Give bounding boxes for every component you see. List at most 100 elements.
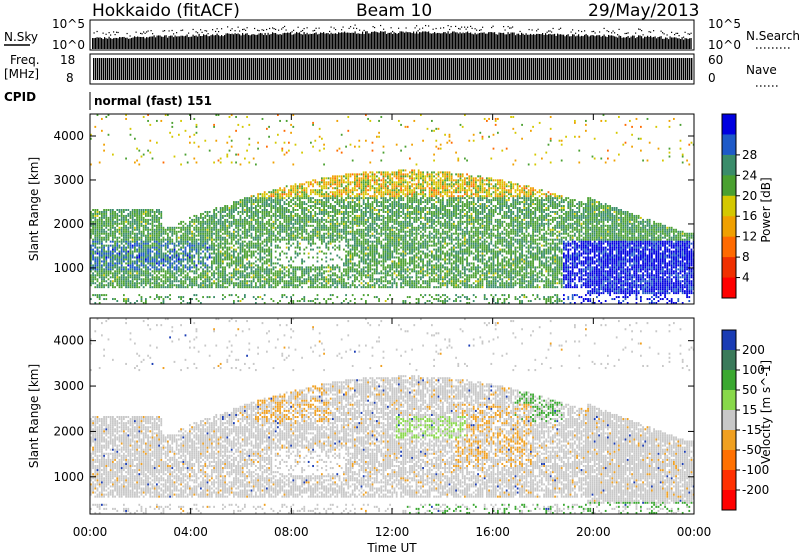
power-cell <box>343 191 345 194</box>
power-cell <box>340 201 343 204</box>
power-cell <box>98 254 101 257</box>
power-cell <box>120 248 123 251</box>
power-cell <box>292 268 295 271</box>
noise-search-dot <box>348 27 350 30</box>
power-cell <box>323 270 325 273</box>
power-cell <box>323 224 325 227</box>
power-cell <box>261 246 264 249</box>
power-cell <box>118 278 121 281</box>
power-cell <box>127 274 130 277</box>
power-cell <box>303 224 306 227</box>
power-cell <box>173 242 176 245</box>
power-cell <box>226 153 229 156</box>
power-cell <box>125 220 127 223</box>
power-cell <box>329 203 332 206</box>
power-cell <box>160 214 163 217</box>
power-cell <box>255 209 257 211</box>
power-cell <box>206 274 209 277</box>
noise-bar <box>464 33 466 49</box>
noise-bar <box>638 35 640 49</box>
power-cell <box>274 280 277 283</box>
power-cell <box>334 238 336 241</box>
power-cell <box>246 254 248 257</box>
freq-bar <box>251 58 253 80</box>
power-cell <box>169 248 171 251</box>
power-cell <box>164 280 167 283</box>
power-cell <box>310 280 312 283</box>
power-cell <box>329 222 332 225</box>
power-cell <box>285 274 288 277</box>
power-cell <box>171 258 174 261</box>
power-cell <box>217 258 220 261</box>
noise-bar <box>473 34 475 49</box>
power-cell <box>343 284 345 287</box>
power-cell <box>156 246 158 249</box>
noise-search-dot <box>510 27 512 29</box>
power-cell <box>316 189 319 192</box>
power-cell <box>94 234 97 237</box>
power-cell <box>329 214 332 217</box>
power-cell <box>336 218 339 221</box>
noise-bar <box>260 32 262 49</box>
noise-bar <box>647 35 649 49</box>
power-cell <box>255 199 257 202</box>
power-cell <box>288 248 290 251</box>
noise-search-dot <box>608 31 610 33</box>
power-cell <box>219 262 222 265</box>
noise-bar <box>447 31 449 49</box>
freq-bar <box>641 58 643 80</box>
power-cell <box>213 222 215 225</box>
freq-bar <box>651 58 653 80</box>
power-cell <box>156 220 158 223</box>
power-cell <box>222 294 224 297</box>
power-cell <box>248 228 251 231</box>
power-cell <box>109 214 112 217</box>
noise-bar <box>294 33 296 49</box>
noise-bar <box>621 37 623 49</box>
power-cell <box>268 220 270 223</box>
power-cell <box>246 282 248 285</box>
power-cell <box>241 284 244 287</box>
power-cell <box>301 193 303 196</box>
power-cell <box>127 276 130 279</box>
power-cell <box>92 226 94 229</box>
power-cell <box>318 135 321 138</box>
power-cell <box>96 220 99 223</box>
power-cell <box>261 228 264 231</box>
noise-search-dot <box>206 30 208 32</box>
power-cell <box>129 216 132 219</box>
power-cell <box>180 262 182 265</box>
power-cell <box>109 228 112 231</box>
power-cell <box>237 240 240 243</box>
freq-bar <box>189 58 191 80</box>
power-cell <box>314 201 317 204</box>
noise-search-dot <box>293 29 295 31</box>
power-cell <box>252 218 255 221</box>
power-cell <box>294 189 297 192</box>
power-cell <box>145 228 147 231</box>
power-cell <box>162 260 165 263</box>
power-cell <box>252 278 255 281</box>
noise-search-dot <box>284 25 286 28</box>
freq-bar <box>603 58 605 80</box>
power-cell <box>323 193 325 196</box>
power-cell <box>329 234 332 237</box>
power-cell <box>136 258 138 261</box>
power-cell <box>193 238 196 241</box>
power-cell <box>158 222 160 225</box>
power-cell <box>259 276 262 279</box>
power-cell <box>153 284 156 287</box>
power-cell <box>270 254 273 257</box>
power-cell <box>281 250 284 253</box>
power-cell <box>235 256 237 259</box>
noise-search-dot <box>603 27 605 30</box>
power-cell <box>92 238 94 241</box>
power-cell <box>138 214 141 217</box>
power-cell <box>250 282 253 285</box>
power-cell <box>193 266 196 269</box>
freq-bar <box>475 58 477 80</box>
power-cell <box>246 246 248 249</box>
power-cell <box>222 278 224 281</box>
power-cell <box>92 244 94 247</box>
freq-bar <box>597 58 599 80</box>
